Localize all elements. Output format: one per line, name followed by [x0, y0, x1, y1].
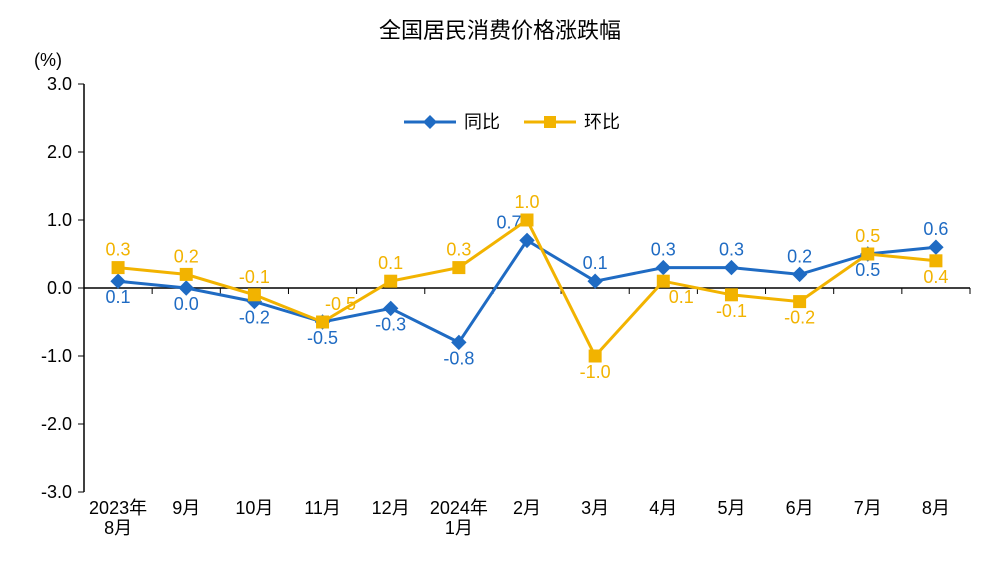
x-tick-label: 7月	[854, 498, 882, 518]
series-marker	[794, 296, 806, 308]
data-label: -0.1	[716, 301, 747, 321]
series-marker	[385, 275, 397, 287]
x-tick-label: 9月	[172, 498, 200, 518]
legend-label: 环比	[584, 112, 620, 132]
y-tick-label: -2.0	[41, 414, 72, 434]
data-label: 0.3	[446, 240, 471, 260]
series-marker	[930, 255, 942, 267]
series-marker	[521, 214, 533, 226]
y-tick-label: 1.0	[47, 210, 72, 230]
series-marker	[453, 262, 465, 274]
data-label: 0.3	[719, 240, 744, 260]
data-label: -0.8	[443, 348, 474, 368]
cpi-line-chart: 全国居民消费价格涨跌幅(%)-3.0-2.0-1.00.01.02.03.020…	[0, 0, 1000, 574]
series-marker	[589, 350, 601, 362]
series-marker	[862, 248, 874, 260]
data-label: 0.3	[651, 240, 676, 260]
data-label: 0.1	[106, 287, 131, 307]
x-tick-label: 3月	[581, 498, 609, 518]
data-label: -0.5	[307, 328, 338, 348]
data-label: 0.2	[174, 246, 199, 266]
data-label: -0.1	[239, 267, 270, 287]
data-label: 0.4	[923, 267, 948, 287]
legend-label: 同比	[464, 112, 500, 132]
x-tick-label: 6月	[786, 498, 814, 518]
data-label: 0.1	[378, 253, 403, 273]
y-tick-label: 3.0	[47, 74, 72, 94]
data-label: 0.5	[855, 226, 880, 246]
x-tick-label: 11月	[304, 498, 341, 518]
data-label: -0.2	[239, 308, 270, 328]
data-label: -0.3	[375, 314, 406, 334]
series-marker	[112, 262, 124, 274]
data-label: 0.6	[923, 219, 948, 239]
data-label: 0.2	[787, 246, 812, 266]
series-marker	[248, 289, 260, 301]
y-tick-label: 0.0	[47, 278, 72, 298]
data-label: -1.0	[580, 362, 611, 382]
x-tick-label: 12月	[372, 498, 410, 518]
legend-marker	[544, 116, 556, 128]
data-label: 0.3	[106, 240, 131, 260]
data-label: 0.1	[669, 287, 694, 307]
series-marker	[180, 268, 192, 280]
y-tick-label: 2.0	[47, 142, 72, 162]
series-marker	[725, 289, 737, 301]
series-marker	[317, 316, 329, 328]
data-label: 0.1	[583, 253, 608, 273]
x-tick-label: 10月	[235, 498, 273, 518]
y-tick-label: -1.0	[41, 346, 72, 366]
data-label: -0.5	[325, 294, 356, 314]
data-label: 1.0	[514, 192, 539, 212]
x-tick-label: 5月	[717, 498, 745, 518]
x-tick-label: 2月	[513, 498, 541, 518]
x-tick-label: 4月	[649, 498, 677, 518]
y-tick-label: -3.0	[41, 482, 72, 502]
data-label: 0.0	[174, 294, 199, 314]
y-unit-label: (%)	[34, 50, 62, 70]
chart-title: 全国居民消费价格涨跌幅	[379, 18, 621, 43]
data-label: 0.7	[496, 212, 521, 232]
x-tick-label: 8月	[922, 498, 950, 518]
data-label: 0.5	[855, 260, 880, 280]
data-label: -0.2	[784, 308, 815, 328]
series-marker	[657, 275, 669, 287]
